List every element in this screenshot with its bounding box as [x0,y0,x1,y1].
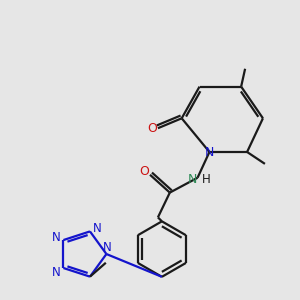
Text: H: H [202,173,211,186]
Text: O: O [147,122,157,135]
Text: N: N [52,231,61,244]
Text: N: N [92,222,101,235]
Text: N: N [52,266,61,280]
Text: N: N [103,241,112,254]
Text: N: N [188,173,197,186]
Text: O: O [139,165,149,178]
Text: N: N [205,146,214,160]
